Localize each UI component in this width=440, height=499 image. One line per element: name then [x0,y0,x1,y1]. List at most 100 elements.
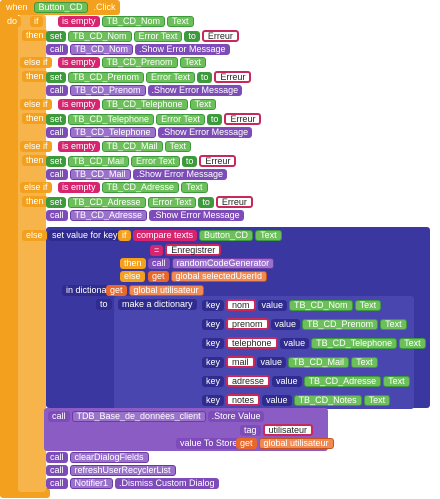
block-label: call [46,478,68,489]
block-label: Text [363,394,391,406]
block-row: get global utilisateur [106,285,204,296]
block-row: do [3,16,22,27]
block-label: key [202,356,225,368]
block-label: call [46,85,68,96]
block-row: if [30,16,43,27]
block-label: Text [179,57,207,68]
block-label: value [272,375,302,387]
block-row: call randomCodeGenerator [148,258,275,269]
block-label: TB_CD_Nom [101,16,166,27]
block-label: then [22,30,48,41]
block-row: is empty TB_CD_Prenom Text [58,57,207,68]
block-label: else if [20,141,52,152]
block-label: TB_CD_Nom [289,299,353,311]
block-label: is empty [58,182,100,193]
block-row: key notes value TB_CD_Notes Text [202,394,391,406]
block-label: Error Text [146,71,195,83]
block-label: .Dismiss Custom Dialog [115,478,219,489]
block-label: Erreur [199,155,237,167]
block-label: then [22,71,48,82]
block-row: key mail value TB_CD_Mail Text [202,356,378,368]
block-label: to [184,30,200,42]
block-label: then [22,196,48,207]
block-label: is empty [58,16,100,27]
block-label: value [279,337,310,349]
block-label: in dictionary [62,285,119,296]
block-label: Notifier1 [69,478,114,489]
block-row: else if [20,141,52,152]
block-label: value To Store [176,438,242,449]
block-label: .Show Error Message [135,44,230,55]
block-label: Error Text [131,155,180,167]
block-label: call [46,169,68,180]
block-label: Text [380,318,407,330]
block-row: else [120,271,145,282]
block-row: call TB_CD_Telephone .Show Error Message [46,127,253,138]
block-label: .Click [89,2,120,13]
block-label: else [22,230,47,241]
block-label: if [30,16,43,27]
block-label: TB_CD_Telephone [311,337,398,349]
block-row: is empty TB_CD_Nom Text [58,16,194,27]
block-row: set TB_CD_Telephone Error Text to Erreur [46,113,262,125]
block-row: tag utilisateur [240,424,314,436]
block-row: else if [20,99,52,110]
block-row: set TB_CD_Adresse Error Text to Erreur [46,196,253,208]
block-label: TDB_Base_de_données_client [71,411,206,422]
block-label: set [46,30,67,42]
block-row: call refreshUserRecyclerList [46,465,176,476]
block-label: key [202,299,225,311]
if-block [18,15,46,492]
block-label: .Show Error Message [149,210,244,221]
block-label: value [257,299,288,311]
block-label: TB_CD_Prenom [69,85,146,96]
block-label: .Show Error Message [157,127,253,138]
block-row: key telephone value TB_CD_Telephone Text [202,337,426,349]
block-label: else [120,271,145,282]
block-label: do [3,16,22,27]
block-label: .Show Error Message [132,169,228,180]
block-label: key [202,375,225,387]
block-label: to [198,196,214,208]
block-label: key [202,318,225,330]
block-row: get global utilisateur [236,438,334,449]
block-row: get global selectedUserId [148,271,268,282]
block-label: prenom [226,318,269,330]
block-row: call TB_CD_Nom .Show Error Message [46,44,230,55]
block-label: TB_CD_Notes [293,394,362,406]
block-label: .Store Value [207,411,265,422]
block-label: randomCodeGenerator [171,258,275,269]
block-row: to [96,299,112,310]
block-row: set TB_CD_Prenom Error Text to Erreur [46,71,252,83]
block-label: utilisateur [262,424,314,436]
block-label: set [46,113,67,125]
block-label: set value for key [48,230,122,241]
block-row: is empty TB_CD_Adresse Text [58,182,208,193]
block-label: TB_CD_Prenom [302,318,379,330]
block-label: value [256,356,287,368]
block-label: Text [383,375,410,387]
block-row: then [22,71,48,82]
block-label: make a dictionary [118,299,197,310]
block-row: key adresse value TB_CD_Adresse Text [202,375,410,387]
block-label: set [46,196,67,208]
block-row: make a dictionary [118,299,197,310]
block-label: then [22,155,48,166]
block-label: TB_CD_Adresse [68,196,146,208]
block-label: Erreur [224,113,262,125]
block-label: to [206,113,223,125]
block-label: call [46,44,68,55]
block-row: call Notifier1 .Dismiss Custom Dialog [46,478,219,489]
event-footer [0,488,50,498]
block-label: else if [20,57,52,68]
block-row: then [22,30,48,41]
block-label: else if [20,182,52,193]
block-label: TB_CD_Adresse [69,210,148,221]
block-row: call TB_CD_Mail .Show Error Message [46,169,228,180]
block-label: Button_CD [199,230,254,241]
block-label: set [46,71,67,83]
block-row: call TB_CD_Prenom .Show Error Message [46,85,243,96]
block-row: set TB_CD_Nom Error Text to Erreur [46,30,239,42]
block-label: compare texts [132,230,198,241]
